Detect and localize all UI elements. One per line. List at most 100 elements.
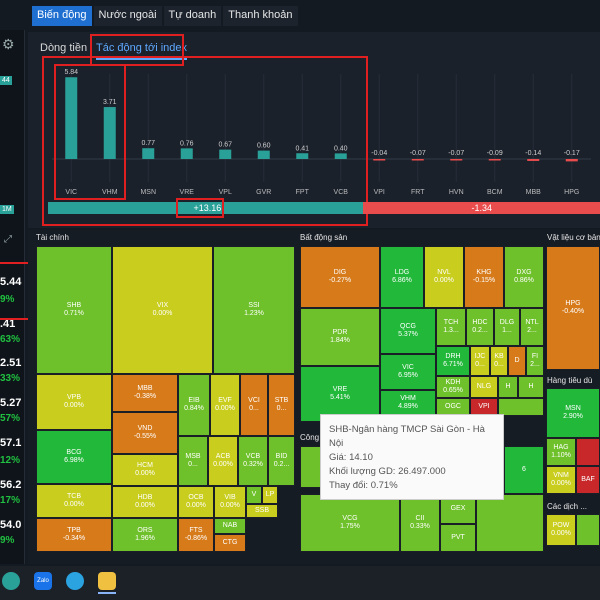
treemap-cell-vcb[interactable]: VCB 0.32%	[238, 436, 268, 486]
tooltip-price-row: Giá: 14.10	[329, 451, 495, 465]
treemap-cell-fts[interactable]: FTS -0.86%	[178, 518, 214, 552]
bar-mbb[interactable]	[527, 159, 540, 161]
bar-vic[interactable]	[65, 77, 78, 159]
treemap-cell-ijc[interactable]: IJC 0...	[470, 346, 490, 376]
treemap-cell-kdh[interactable]: KDH 0.65%	[436, 376, 470, 398]
bar-msn[interactable]	[142, 148, 155, 159]
zalo-icon[interactable]: Zalo	[34, 572, 52, 590]
treemap-cell-fi[interactable]: FI 2...	[526, 346, 544, 376]
bar-hpg[interactable]	[565, 159, 578, 162]
treemap-cell-tpb[interactable]: TPB -0.34%	[36, 518, 112, 552]
treemap-cell-evf[interactable]: EVF 0.00%	[210, 374, 240, 436]
treemap-cell-tch[interactable]: TCH 1.3...	[436, 308, 466, 346]
treemap-cell-vix[interactable]: VIX 0.00%	[112, 246, 213, 374]
treemap-cell-msn[interactable]: MSN 2.90%	[546, 388, 600, 438]
treemap-cell-vcg[interactable]: VCG 1.75%	[300, 494, 400, 552]
treemap-cell-dig[interactable]: DIG -0.27%	[300, 246, 380, 308]
treemap-cell-khg[interactable]: KHG -0.15%	[464, 246, 504, 308]
telegram-icon[interactable]	[66, 572, 84, 590]
treemap-cell-vnm[interactable]: VNM 0.00%	[546, 466, 576, 494]
bar-fpt[interactable]	[296, 153, 309, 159]
treemap-cell-pow[interactable]: POW 0.00%	[546, 514, 576, 546]
treemap-cell-hag[interactable]: HAG 1.10%	[546, 438, 576, 466]
bar-hvn[interactable]	[450, 159, 463, 161]
treemap-cell-h[interactable]: H	[518, 376, 544, 398]
treemap-cell-acb[interactable]: ACB 0.00%	[208, 436, 238, 486]
subtab-tac-dong[interactable]: Tác động tới index	[96, 42, 187, 60]
treemap-cell-nlg[interactable]: NLG	[470, 376, 498, 398]
treemap-cell-ocb[interactable]: OCB 0.00%	[178, 486, 214, 518]
index-impact-chart: 5.84 VIC 3.71 VHM 0.77 MSN 0.76 VRE 0.67 VPL 0.60 G…	[52, 69, 591, 196]
main-tab-3[interactable]: Thanh khoản	[223, 6, 298, 26]
treemap-cell-nab[interactable]: NAB	[214, 518, 246, 534]
bar-vre[interactable]	[180, 148, 193, 159]
subtab-dong-tien[interactable]: Dòng tiền	[40, 42, 88, 54]
treemap-cell-mbb[interactable]: MBB -0.38%	[112, 374, 178, 412]
tooltip-change-label: Thay đổi:	[329, 480, 369, 491]
treemap-cell-hcm[interactable]: HCM 0.00%	[112, 454, 178, 486]
treemap-cell-d[interactable]: D	[508, 346, 526, 376]
treemap-cell-drh[interactable]: DRH 6.71%	[436, 346, 470, 376]
treemap-cell-ldg[interactable]: LDG 6.86%	[380, 246, 424, 308]
bar-vhm[interactable]	[103, 107, 116, 159]
treemap-cell-kb[interactable]: KB 0...	[490, 346, 508, 376]
treemap-cell-blank[interactable]	[576, 438, 600, 466]
treemap-cell-pdr[interactable]: PDR 1.84%	[300, 308, 380, 366]
treemap-cell-nvl[interactable]: NVL 0.00%	[424, 246, 464, 308]
treemap-cell-v[interactable]: V	[246, 486, 262, 504]
expand-icon[interactable]: ⤢	[4, 234, 12, 245]
treemap-cell-blank[interactable]	[576, 514, 600, 546]
treemap-cell-ors[interactable]: ORS 1.96%	[112, 518, 178, 552]
bar-vpi[interactable]	[373, 159, 386, 161]
treemap-cell-bid[interactable]: BID 0.2...	[268, 436, 295, 486]
treemap-cell-baf[interactable]: BAF	[576, 466, 600, 494]
power-app-icon[interactable]	[2, 572, 20, 590]
treemap-cell-vpb[interactable]: VPB 0.00%	[36, 374, 112, 430]
cell-change: 5.41%	[330, 394, 350, 401]
treemap-cell-blank[interactable]	[476, 494, 544, 552]
bar-bcm[interactable]	[488, 159, 501, 161]
treemap-cell-hdc[interactable]: HDC 0.2...	[466, 308, 494, 346]
treemap-cell-stb[interactable]: STB 0...	[268, 374, 295, 436]
treemap-cell-hpg[interactable]: HPG -0.40%	[546, 246, 600, 370]
treemap-cell-vic[interactable]: VIC 6.95%	[380, 354, 436, 390]
bar-gvr[interactable]	[257, 150, 270, 159]
treemap-cell-lp[interactable]: LP	[262, 486, 278, 504]
treemap-cell-eib[interactable]: EIB 0.84%	[178, 374, 210, 436]
cell-ticker: DXG	[516, 268, 532, 276]
treemap-cell-ssi[interactable]: SSI 1.23%	[213, 246, 295, 374]
treemap-cell-vhm[interactable]: VHM 4.89%	[380, 390, 436, 416]
tooltip-volume-label: Khối lượng GD:	[329, 466, 396, 477]
treemap-cell-6[interactable]: 6	[504, 446, 544, 494]
file-explorer-icon[interactable]	[98, 572, 116, 590]
treemap-cell-ctg[interactable]: CTG	[214, 534, 246, 552]
treemap-cell-pvt[interactable]: PVT	[440, 524, 476, 552]
treemap-cell-vnd[interactable]: VND -0.55%	[112, 412, 178, 454]
treemap-cell-bcg[interactable]: BCG 6.98%	[36, 430, 112, 484]
bar-value-label: 3.71	[103, 99, 117, 106]
treemap-cell-vci[interactable]: VCI 0...	[240, 374, 268, 436]
cell-ticker: POW	[552, 521, 570, 529]
main-tab-2[interactable]: Tự doanh	[163, 6, 222, 26]
treemap-cell-msb[interactable]: MSB 0...	[178, 436, 208, 486]
treemap-cell-dlg[interactable]: DLG 1...	[494, 308, 520, 346]
treemap-cell-shb[interactable]: SHB 0.71%	[36, 246, 112, 374]
treemap-cell-cii[interactable]: CII 0.33%	[400, 494, 440, 552]
treemap-cell-dxg[interactable]: DXG 0.86%	[504, 246, 544, 308]
treemap-cell-ssb[interactable]: SSB	[246, 504, 278, 518]
main-tab-0[interactable]: Biến động	[32, 6, 92, 26]
treemap-cell-ntl[interactable]: NTL 2...	[520, 308, 544, 346]
gear-icon[interactable]: ⚙	[2, 36, 15, 52]
cell-ticker: VND	[137, 424, 153, 432]
treemap-cell-qcg[interactable]: QCG 5.37%	[380, 308, 436, 354]
treemap-cell-tcb[interactable]: TCB 0.00%	[36, 484, 112, 518]
treemap-cell-hdb[interactable]: HDB 0.00%	[112, 486, 178, 518]
treemap-cell-blank[interactable]	[498, 398, 544, 416]
treemap-cell-vib[interactable]: VIB 0.00%	[214, 486, 246, 518]
main-tab-1[interactable]: Nước ngoài	[93, 6, 162, 26]
bar-vcb[interactable]	[334, 153, 347, 159]
cell-change: 0.00%	[434, 277, 454, 284]
treemap-cell-h[interactable]: H	[498, 376, 518, 398]
bar-vpl[interactable]	[219, 149, 232, 159]
bar-frt[interactable]	[411, 159, 424, 161]
